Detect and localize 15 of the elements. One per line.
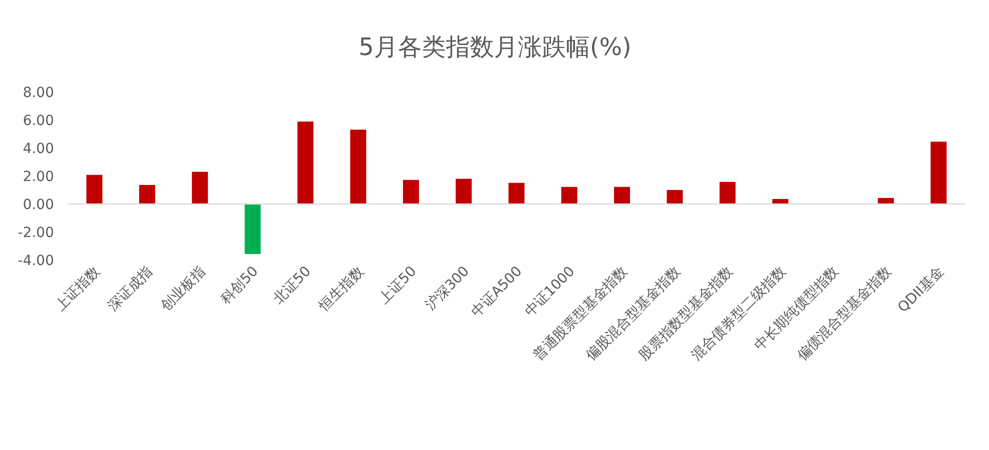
x-tick-label: 创业板指 [158,264,209,314]
x-tick-label: 上证指数 [52,264,104,314]
x-tick-label: 上证50 [376,264,420,308]
y-tick-label: 4.00 [22,141,54,157]
x-tick-label: 科创50 [218,264,262,308]
y-tick-label: 0.00 [22,197,54,213]
x-tick-label: 北证50 [270,264,314,308]
y-tick-label: 2.00 [22,169,54,185]
y-tick-label: 6.00 [22,113,54,129]
x-tick-label: 恒生指数 [315,264,368,316]
y-tick-label: -2.00 [18,225,54,241]
chart-title: 5月各类指数月涨跌幅(%) [358,33,632,61]
x-tick-label: 深证成指 [105,264,156,314]
y-tick-label: -4.00 [18,253,54,269]
y-tick-label: 8.00 [22,85,54,101]
